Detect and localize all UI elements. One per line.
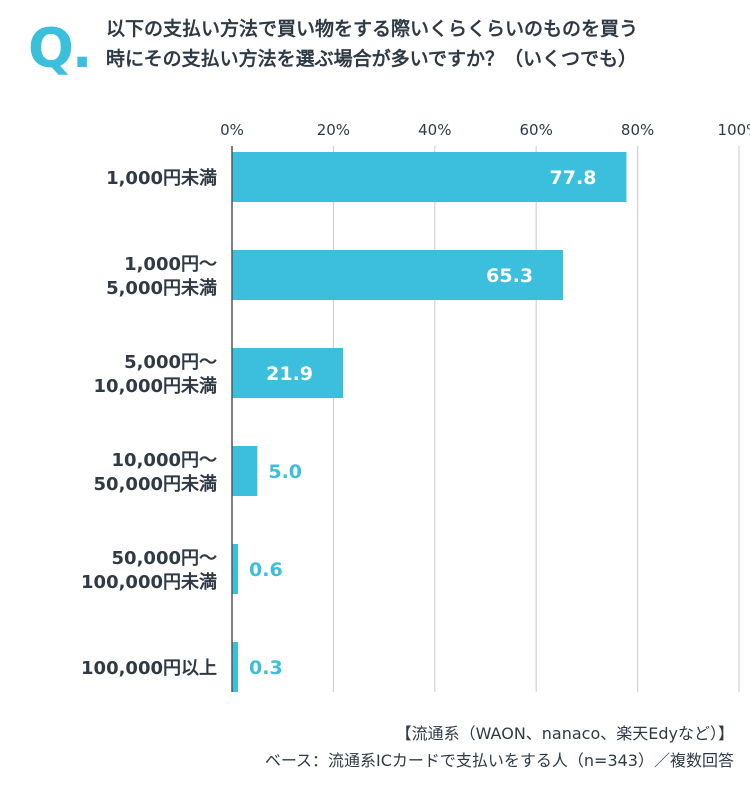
x-tick-label: 80% bbox=[621, 121, 654, 139]
bar-value-label: 5.0 bbox=[268, 461, 302, 483]
category-label: 100,000円未満 bbox=[81, 571, 217, 593]
category-label: 1,000円未満 bbox=[106, 167, 217, 189]
category-label: 5,000円〜 bbox=[124, 352, 217, 373]
footer-base: ベース：流通系ICカードで支払いをする人（n=343）／複数回答 bbox=[264, 751, 734, 770]
category-label: 5,000円未満 bbox=[106, 277, 217, 299]
x-tick-label: 60% bbox=[520, 121, 553, 139]
bar-value-label: 0.3 bbox=[249, 657, 283, 679]
category-label: 10,000円〜 bbox=[112, 450, 217, 471]
bar bbox=[232, 152, 627, 202]
bar bbox=[232, 544, 238, 594]
bar bbox=[232, 348, 344, 398]
category-label: 100,000円以上 bbox=[81, 658, 217, 679]
bar-value-label: 0.6 bbox=[249, 559, 283, 581]
bar bbox=[232, 250, 564, 300]
bar-value-label: 21.9 bbox=[266, 363, 313, 385]
category-label: 50,000円〜 bbox=[112, 548, 217, 569]
footer-category: 【流通系（WAON、nanaco、楽天Edyなど）】 bbox=[395, 724, 734, 743]
question-title-line-2: 時にその支払い方法を選ぶ場合が多いですか？（いくつでも） bbox=[106, 48, 638, 70]
question-title-line-1: 以下の支払い方法で買い物をする際いくらくらいのものを買う bbox=[106, 18, 639, 40]
x-tick-label: 0% bbox=[220, 121, 244, 139]
bar-value-label: 77.8 bbox=[550, 167, 597, 189]
category-label: 1,000円〜 bbox=[124, 254, 217, 275]
bar-value-label: 65.3 bbox=[486, 265, 533, 287]
x-tick-label: 40% bbox=[418, 121, 451, 139]
category-label: 50,000円未満 bbox=[94, 473, 217, 495]
bar bbox=[232, 642, 238, 692]
chart-footer: 【流通系（WAON、nanaco、楽天Edyなど）】 ベース：流通系ICカードで… bbox=[265, 720, 734, 774]
category-label: 10,000円未満 bbox=[94, 375, 217, 397]
x-tick-label: 20% bbox=[317, 121, 350, 139]
bar-chart: 0% 20% 40% 60% 80% 100% 77.8 1,000円未満 65.3 1,000円… bbox=[81, 121, 750, 692]
x-tick-label: 100% bbox=[718, 121, 750, 139]
question-title: 以下の支払い方法で買い物をする際いくらくらいのものを買う 時にその支払い方法を選… bbox=[106, 14, 736, 74]
question-mark: Q. bbox=[28, 17, 92, 80]
bar bbox=[232, 446, 258, 496]
